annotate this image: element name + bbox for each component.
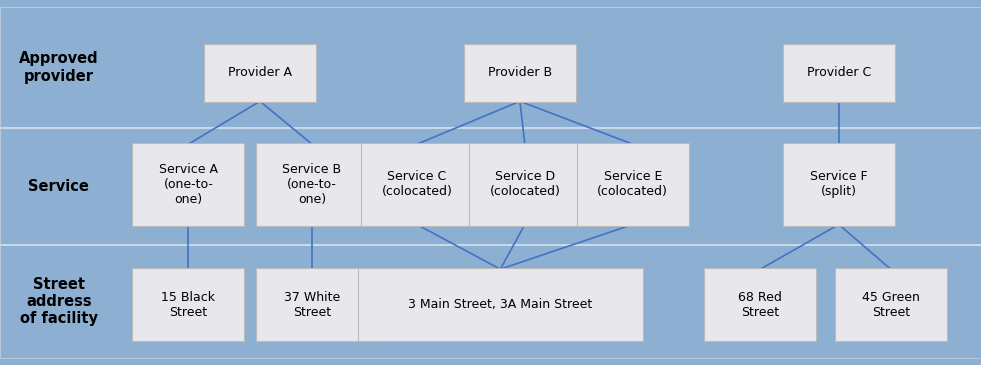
Text: 37 White
Street: 37 White Street [284, 291, 340, 319]
Text: Service: Service [28, 178, 89, 194]
Text: Service A
(one-to-
one): Service A (one-to- one) [159, 163, 218, 206]
FancyBboxPatch shape [256, 268, 368, 342]
Bar [0, 128, 981, 245]
Text: Street
address
of facility: Street address of facility [20, 277, 98, 326]
Text: 15 Black
Street: 15 Black Street [161, 291, 216, 319]
Text: Approved
provider: Approved provider [19, 51, 99, 84]
FancyBboxPatch shape [835, 268, 947, 342]
FancyBboxPatch shape [361, 143, 473, 226]
FancyBboxPatch shape [256, 143, 368, 226]
FancyBboxPatch shape [464, 43, 576, 102]
FancyBboxPatch shape [358, 268, 644, 342]
FancyBboxPatch shape [577, 143, 689, 226]
FancyBboxPatch shape [132, 143, 244, 226]
Text: Service F
(split): Service F (split) [810, 170, 867, 198]
Text: Service D
(colocated): Service D (colocated) [490, 170, 560, 198]
Text: 3 Main Street, 3A Main Street: 3 Main Street, 3A Main Street [408, 298, 593, 311]
Text: Service B
(one-to-
one): Service B (one-to- one) [283, 163, 341, 206]
FancyBboxPatch shape [783, 43, 895, 102]
FancyBboxPatch shape [783, 143, 895, 226]
Text: Provider C: Provider C [806, 66, 871, 80]
Text: Service E
(colocated): Service E (colocated) [597, 170, 668, 198]
FancyBboxPatch shape [469, 143, 581, 226]
FancyBboxPatch shape [704, 268, 816, 342]
Text: Provider A: Provider A [228, 66, 292, 80]
Text: 45 Green
Street: 45 Green Street [862, 291, 919, 319]
Text: 68 Red
Street: 68 Red Street [739, 291, 782, 319]
Bar [0, 245, 981, 358]
FancyBboxPatch shape [204, 43, 316, 102]
Text: Provider B: Provider B [488, 66, 552, 80]
FancyBboxPatch shape [132, 268, 244, 342]
Text: Service C
(colocated): Service C (colocated) [382, 170, 452, 198]
Bar [0, 7, 981, 128]
